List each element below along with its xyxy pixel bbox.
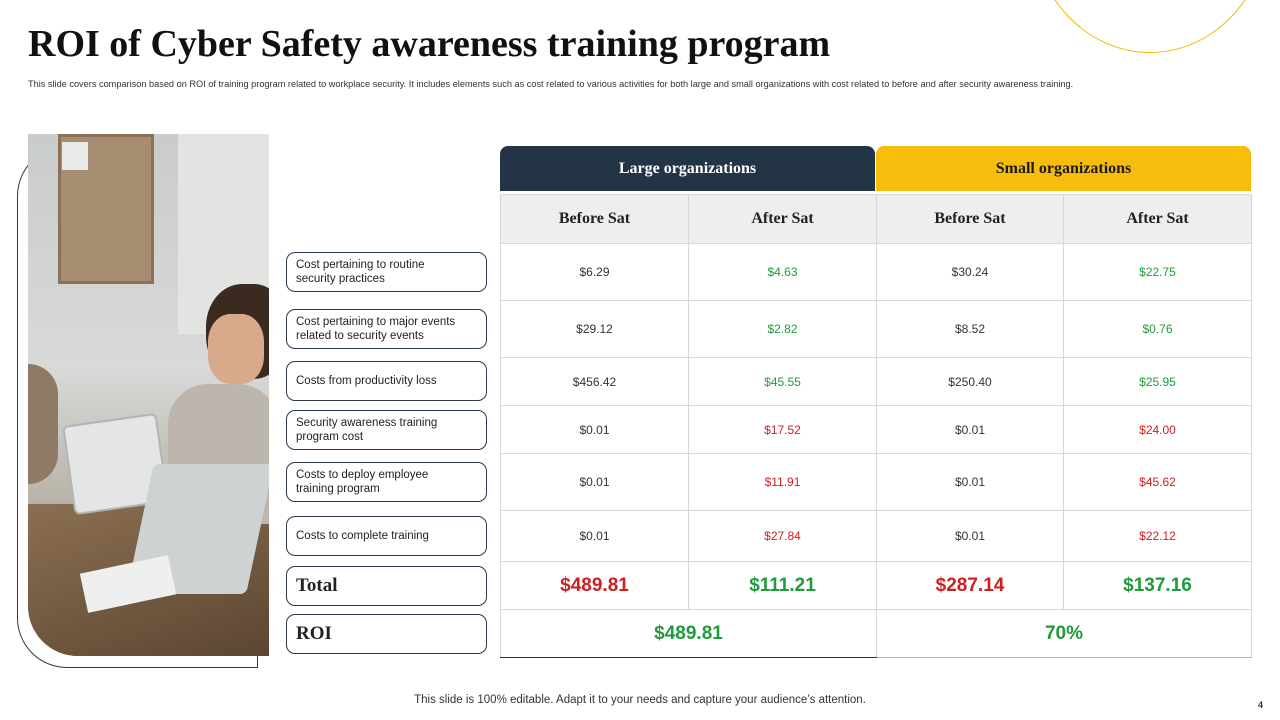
table-row: $29.12 $2.82 $8.52 $0.76 [500,300,1252,358]
table-cell: $22.12 [1063,510,1252,562]
table-row: $456.42 $45.55 $250.40 $25.95 [500,357,1252,406]
table-row: $0.01 $11.91 $0.01 $45.62 [500,453,1252,511]
slide-footer: This slide is 100% editable. Adapt it to… [414,694,866,706]
table-cell: $25.95 [1063,357,1252,406]
total-cell: $287.14 [876,561,1064,610]
roi-large-cell: $489.81 [500,609,877,658]
page-number: 4 [1257,700,1263,710]
group-header-large: Large organizations [500,146,875,191]
table-roi-row: $489.81 70% [500,609,1252,658]
column-header: Before Sat [876,194,1064,244]
table-cell: $2.82 [688,300,877,358]
table-header-row: Before Sat After Sat Before Sat After Sa… [500,194,1252,244]
row-label-routine-security: Cost pertaining to routine security prac… [286,252,487,292]
table-cell: $29.12 [500,300,689,358]
table-cell: $17.52 [688,405,877,454]
table-cell: $0.01 [500,405,689,454]
row-label-roi: ROI [286,614,487,654]
row-label-major-events: Cost pertaining to major events related … [286,309,487,349]
group-header-small: Small organizations [876,146,1251,191]
column-header: After Sat [688,194,877,244]
table-cell: $45.62 [1063,453,1252,511]
total-cell: $111.21 [688,561,877,610]
table-total-row: $489.81 $111.21 $287.14 $137.16 [500,561,1252,610]
table-cell: $0.01 [500,510,689,562]
row-label-complete-training: Costs to complete training [286,516,487,556]
slide-subtitle: This slide covers comparison based on RO… [28,79,1074,89]
roi-small-cell: 70% [876,609,1252,658]
table-cell: $0.01 [500,453,689,511]
column-header: Before Sat [500,194,689,244]
table-cell: $22.75 [1063,243,1252,301]
table-cell: $27.84 [688,510,877,562]
table-cell: $0.01 [876,510,1064,562]
table-cell: $250.40 [876,357,1064,406]
decorative-circle [1030,0,1270,53]
total-cell: $489.81 [500,561,689,610]
table-cell: $30.24 [876,243,1064,301]
row-label-deploy-training: Costs to deploy employee training progra… [286,462,487,502]
table-cell: $0.76 [1063,300,1252,358]
table-cell: $8.52 [876,300,1064,358]
row-label-productivity-loss: Costs from productivity loss [286,361,487,401]
table-cell: $0.01 [876,453,1064,511]
table-cell: $24.00 [1063,405,1252,454]
table-row: $0.01 $27.84 $0.01 $22.12 [500,510,1252,562]
table-cell: $456.42 [500,357,689,406]
column-header: After Sat [1063,194,1252,244]
table-row: $0.01 $17.52 $0.01 $24.00 [500,405,1252,454]
table-cell: $0.01 [876,405,1064,454]
roi-comparison-table: Before Sat After Sat Before Sat After Sa… [500,194,1252,658]
table-cell: $6.29 [500,243,689,301]
table-cell: $4.63 [688,243,877,301]
total-cell: $137.16 [1063,561,1252,610]
table-row: $6.29 $4.63 $30.24 $22.75 [500,243,1252,301]
office-photo [28,134,269,656]
row-label-training-cost: Security awareness training program cost [286,410,487,450]
slide-title: ROI of Cyber Safety awareness training p… [28,23,831,65]
row-label-total: Total [286,566,487,606]
table-cell: $11.91 [688,453,877,511]
table-cell: $45.55 [688,357,877,406]
